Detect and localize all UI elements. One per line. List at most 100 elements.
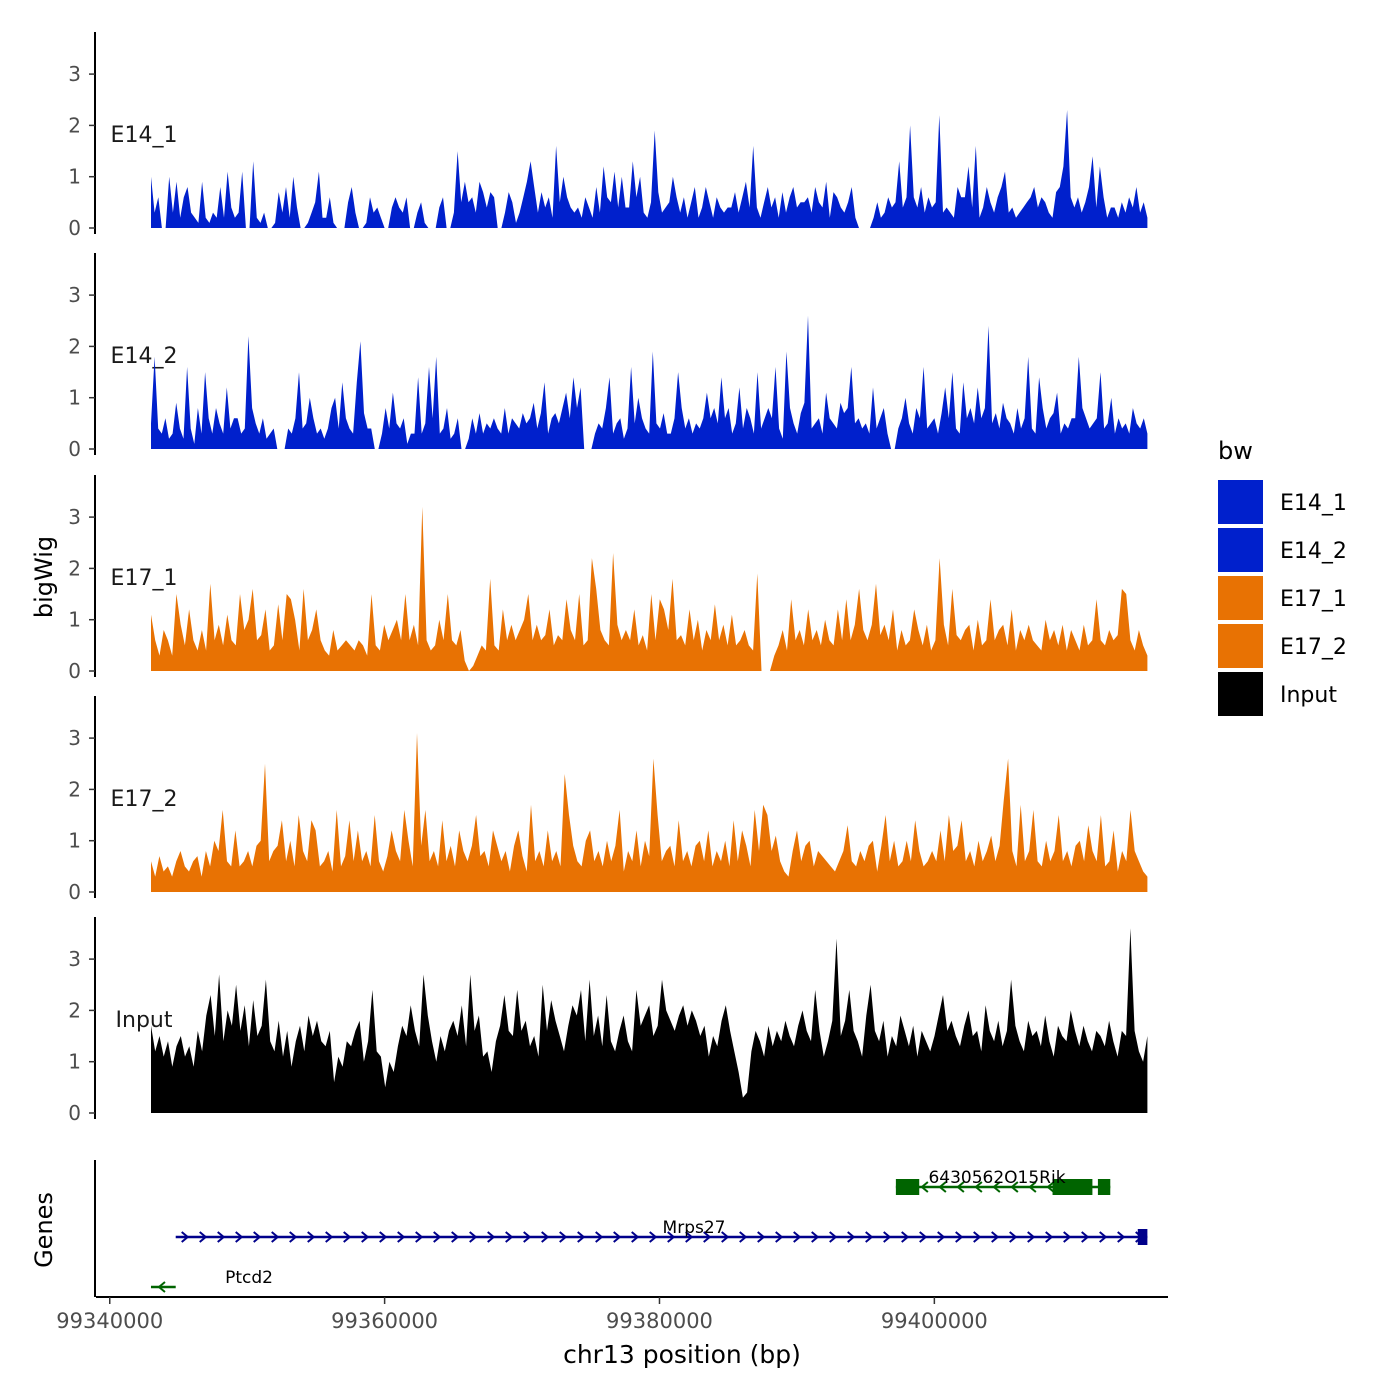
signal-area-E14_1 <box>151 110 1148 228</box>
strand-chevron <box>415 1231 424 1243</box>
strand-chevron <box>181 1231 190 1243</box>
strand-chevron <box>613 1231 622 1243</box>
x-tick-label: 99400000 <box>881 1309 988 1333</box>
strand-chevron <box>1046 1181 1055 1193</box>
x-tick-label: 99340000 <box>56 1309 163 1333</box>
y-tick-label: 3 <box>68 947 81 971</box>
strand-chevron <box>1099 1231 1108 1243</box>
strand-chevron <box>991 1231 1000 1243</box>
x-tick-label: 99380000 <box>606 1309 713 1333</box>
strand-chevron <box>289 1231 298 1243</box>
signal-tracks: 0 1 2 3 E14_1 0 1 2 3 E14_2 0 1 2 3 E17_1 0 1 2 3 E17_2 0 1 2 3… <box>68 32 1148 1125</box>
strand-chevron <box>938 1181 947 1193</box>
gene-label: 6430562O15Rik <box>928 1168 1065 1188</box>
legend-swatch-E14_1 <box>1218 480 1263 524</box>
y-tick-label: 1 <box>68 386 81 410</box>
strand-chevron <box>523 1231 532 1243</box>
x-tick-label: 99360000 <box>331 1309 438 1333</box>
y-tick-label: 2 <box>68 777 81 801</box>
y-axis-label: bigWig <box>30 536 58 618</box>
legend-label-E14_1: E14_1 <box>1280 491 1347 516</box>
y-tick-label: 0 <box>68 1101 81 1125</box>
exon <box>1097 1179 1111 1195</box>
strand-chevron <box>631 1231 640 1243</box>
gene-Mrps27: Mrps27 <box>175 1218 1148 1245</box>
legend-label-E17_1: E17_1 <box>1280 587 1347 612</box>
strand-chevron <box>325 1231 334 1243</box>
strand-chevron <box>1063 1231 1072 1243</box>
strand-chevron <box>1027 1231 1036 1243</box>
strand-chevron <box>739 1231 748 1243</box>
legend-swatch-E17_1 <box>1218 576 1263 620</box>
track-label: E14_1 <box>111 123 178 148</box>
track-E17_1: 0 1 2 3 E17_1 <box>68 475 1148 683</box>
track-E17_2: 0 1 2 3 E17_2 <box>68 696 1148 904</box>
legend-swatch-E14_2 <box>1218 528 1263 572</box>
strand-chevron <box>307 1231 316 1243</box>
track-label: E17_2 <box>111 787 178 812</box>
strand-chevron <box>919 1231 928 1243</box>
strand-chevron <box>829 1231 838 1243</box>
y-tick-label: 3 <box>68 726 81 750</box>
y-tick-label: 2 <box>68 334 81 358</box>
exon <box>1137 1229 1148 1245</box>
strand-chevron <box>451 1231 460 1243</box>
track-Input: 0 1 2 3 Input <box>68 917 1148 1125</box>
y-tick-label: 2 <box>68 556 81 580</box>
strand-chevron <box>955 1231 964 1243</box>
track-E14_2: 0 1 2 3 E14_2 <box>68 253 1148 461</box>
strand-chevron <box>199 1231 208 1243</box>
y-tick-label: 0 <box>68 880 81 904</box>
track-label: E17_1 <box>111 566 178 591</box>
strand-chevron <box>433 1231 442 1243</box>
exon <box>895 1179 920 1195</box>
strand-chevron <box>920 1181 929 1193</box>
strand-chevron <box>901 1231 910 1243</box>
strand-chevron <box>685 1231 694 1243</box>
strand-chevron <box>1045 1231 1054 1243</box>
signal-area-E17_1 <box>151 506 1148 671</box>
strand-chevron <box>937 1231 946 1243</box>
legend-label-E17_2: E17_2 <box>1280 635 1347 660</box>
x-axis-label: chr13 position (bp) <box>563 1340 801 1369</box>
strand-chevron <box>343 1231 352 1243</box>
strand-chevron <box>992 1181 1001 1193</box>
x-axis: 99340000 99360000 99380000 99400000 <box>56 1296 1168 1333</box>
track-label: E14_2 <box>111 344 178 369</box>
strand-chevron <box>595 1231 604 1243</box>
strand-chevron <box>883 1231 892 1243</box>
signal-area-E14_2 <box>151 315 1148 449</box>
strand-chevron <box>703 1231 712 1243</box>
strand-chevron <box>379 1231 388 1243</box>
y-tick-label: 3 <box>68 505 81 529</box>
gene-Ptcd2: Ptcd2 <box>150 1268 273 1293</box>
strand-chevron <box>217 1231 226 1243</box>
strand-chevron <box>271 1231 280 1243</box>
y-tick-label: 0 <box>68 659 81 683</box>
y-tick-label: 3 <box>68 62 81 86</box>
strand-chevron <box>649 1231 658 1243</box>
strand-chevron <box>973 1231 982 1243</box>
y-tick-label: 1 <box>68 829 81 853</box>
strand-chevron <box>559 1231 568 1243</box>
genes-axis-label: Genes <box>30 1192 58 1268</box>
strand-chevron <box>847 1231 856 1243</box>
strand-chevron <box>235 1231 244 1243</box>
legend-title: bw <box>1218 437 1253 465</box>
strand-chevron <box>397 1231 406 1243</box>
strand-chevron <box>469 1231 478 1243</box>
strand-chevron <box>1028 1181 1037 1193</box>
strand-chevron <box>721 1231 730 1243</box>
track-label: Input <box>116 1008 173 1033</box>
legend-label-Input: Input <box>1280 683 1337 708</box>
exon <box>1052 1179 1093 1195</box>
strand-chevron <box>505 1231 514 1243</box>
y-tick-label: 3 <box>68 283 81 307</box>
strand-chevron <box>577 1231 586 1243</box>
gene-label: Ptcd2 <box>225 1268 273 1288</box>
legend-swatch-Input <box>1218 672 1263 716</box>
track-E14_1: 0 1 2 3 E14_1 <box>68 32 1148 240</box>
strand-chevron <box>1081 1231 1090 1243</box>
strand-chevron <box>865 1231 874 1243</box>
